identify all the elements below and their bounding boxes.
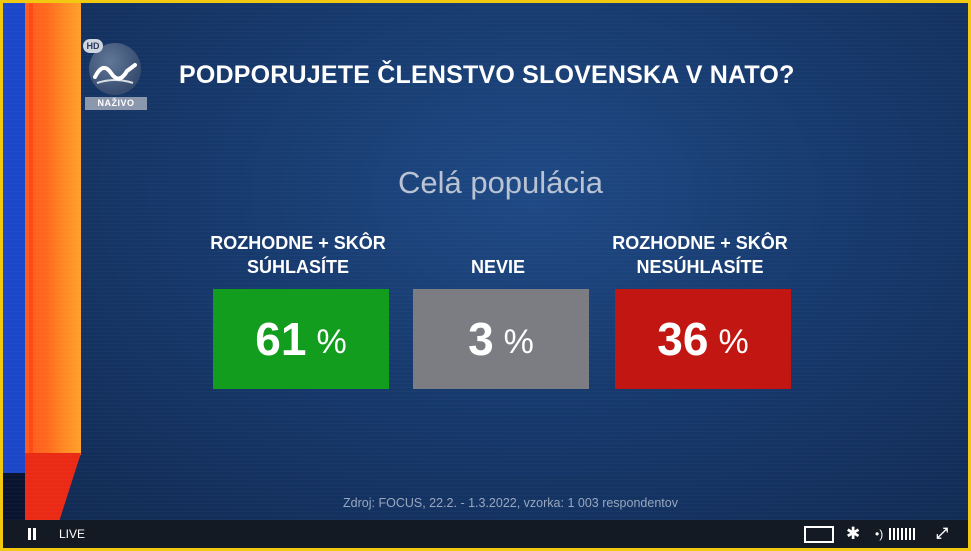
- answer-disagree: ROZHODNE + SKÔR NESÚHLASÍTE 36 %: [595, 231, 805, 389]
- left-blue-stripe: [3, 3, 25, 473]
- wave-logo-icon: [93, 63, 137, 84]
- volume-level-bars[interactable]: [889, 528, 916, 540]
- fullscreen-icon[interactable]: ⤢: [936, 525, 949, 542]
- answer-label-line1: NEVIE: [470, 257, 526, 277]
- answer-value: 36: [657, 313, 709, 365]
- gear-icon[interactable]: ✱: [846, 524, 861, 543]
- answer-label-line2: SÚHLASÍTE: [246, 257, 349, 277]
- left-orange-stripe: [25, 3, 81, 455]
- answer-value-box: 3 %: [413, 289, 589, 389]
- answer-label: ROZHODNE + SKÔR SÚHLASÍTE: [193, 231, 403, 283]
- source-note: Zdroj: FOCUS, 22.2. - 1.3.2022, vzorka: …: [343, 496, 678, 510]
- left-dark-block: [3, 473, 25, 523]
- video-screen[interactable]: HD NAŽIVO PODPORUJETE ČLENSTVO SLOVENSKA…: [3, 3, 968, 548]
- answer-label-line2: NESÚHLASÍTE: [636, 257, 764, 277]
- pause-icon[interactable]: [27, 528, 37, 540]
- answer-label-line1: ROZHODNE + SKÔR: [210, 233, 386, 253]
- live-indicator[interactable]: LIVE: [59, 527, 86, 541]
- live-badge: NAŽIVO: [85, 97, 147, 110]
- answer-dont-know: NEVIE 3 %: [393, 231, 603, 389]
- population-subtitle: Celá populácia: [397, 165, 604, 200]
- percent-sign: %: [718, 322, 749, 361]
- percent-sign: %: [316, 322, 347, 361]
- answer-value-box: 61 %: [213, 289, 389, 389]
- answer-value: 3: [468, 313, 494, 365]
- volume-icon[interactable]: •): [875, 525, 925, 543]
- answer-value-box: 36 %: [615, 289, 791, 389]
- screen-mode-icon[interactable]: [804, 526, 834, 543]
- percent-sign: %: [503, 322, 534, 361]
- answer-label: ROZHODNE + SKÔR NESÚHLASÍTE: [595, 231, 805, 283]
- channel-logo: HD NAŽIVO: [83, 39, 147, 111]
- left-red-stripe: [25, 453, 81, 523]
- poll-question: PODPORUJETE ČLENSTVO SLOVENSKA V NATO?: [179, 61, 795, 89]
- answer-value: 61: [255, 313, 307, 365]
- answer-label-line1: ROZHODNE + SKÔR: [612, 233, 788, 253]
- answer-label: NEVIE: [393, 231, 603, 283]
- hd-badge: HD: [83, 39, 103, 53]
- left-orange-inner-stripe: [29, 3, 33, 455]
- answer-agree: ROZHODNE + SKÔR SÚHLASÍTE 61 %: [193, 231, 403, 389]
- player-control-bar: LIVE ✱ •) ⤢: [3, 520, 968, 548]
